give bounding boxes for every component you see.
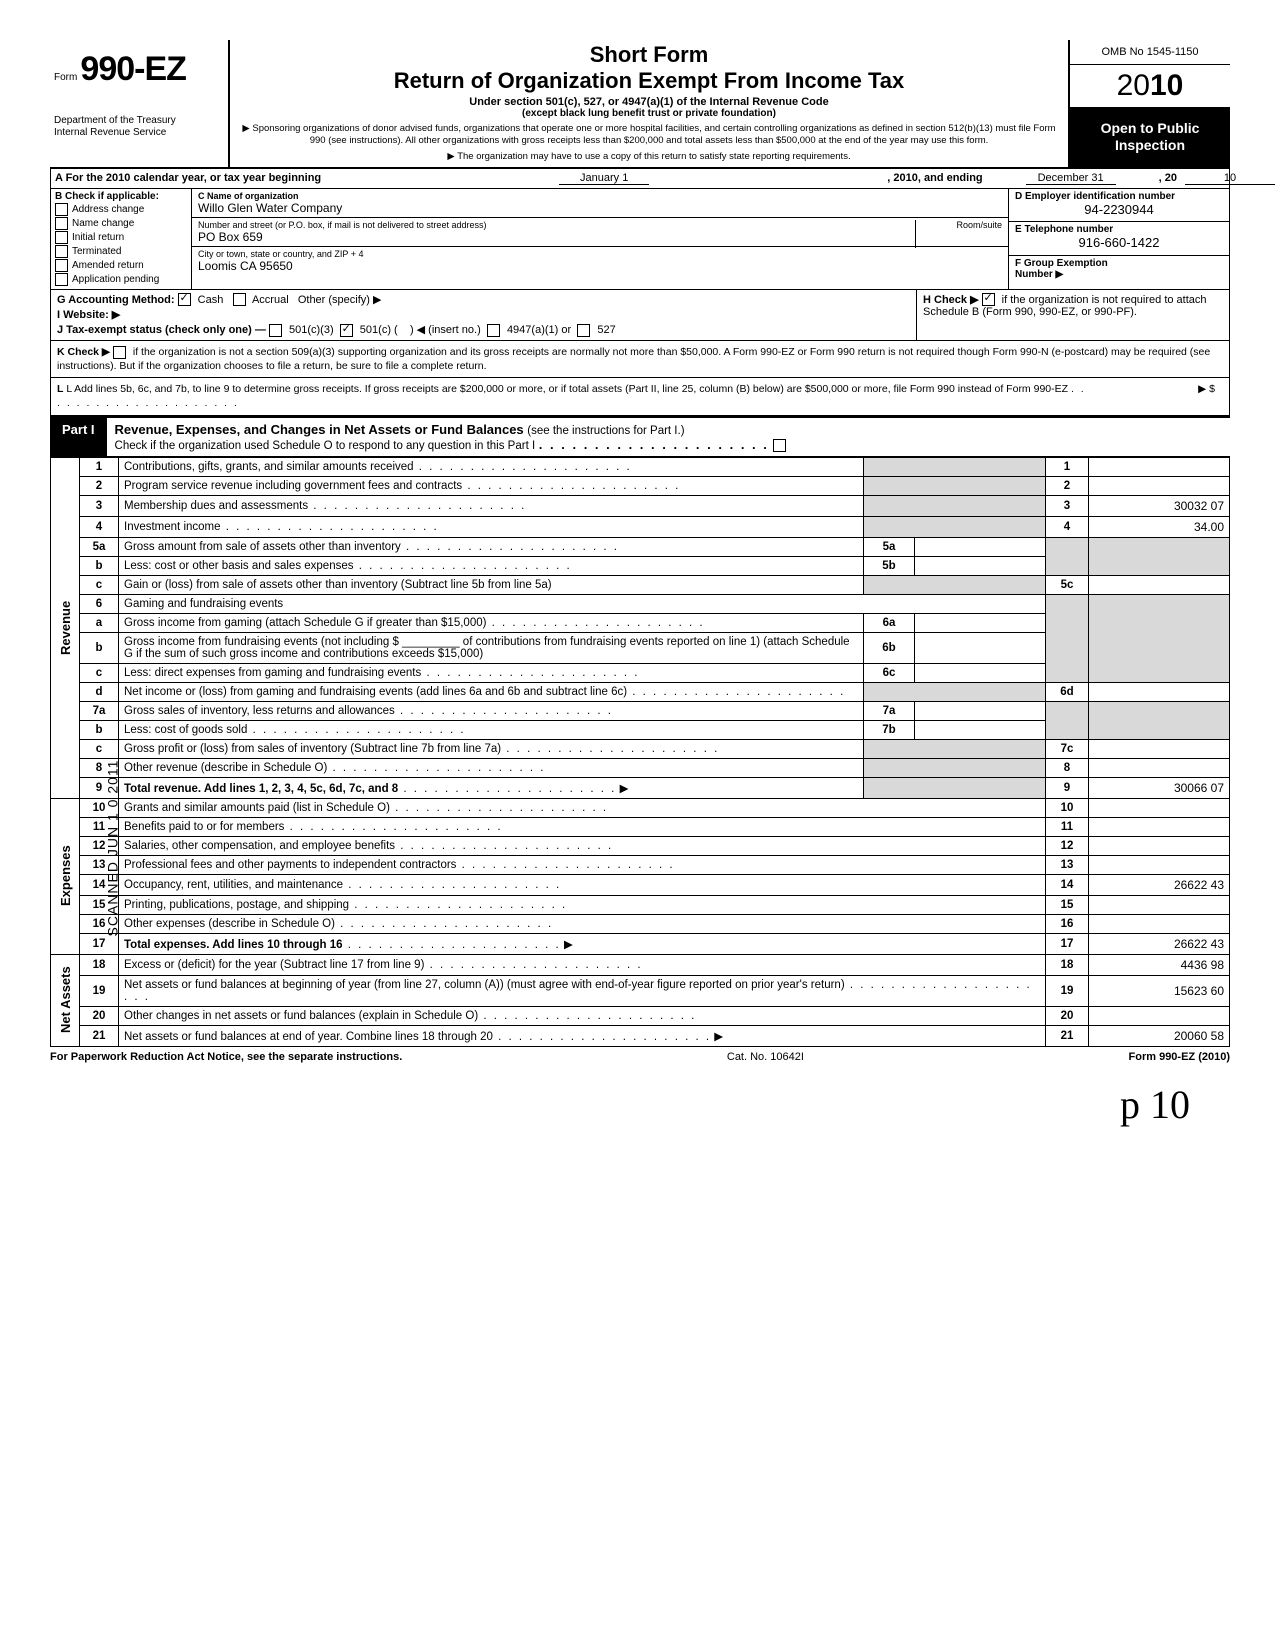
section-e-label: E Telephone number bbox=[1015, 224, 1223, 235]
tax-year-yr: 10 bbox=[1185, 172, 1275, 185]
scanned-stamp: SCANNED JUN 1 0 2011 bbox=[104, 760, 120, 937]
chk-initial-return[interactable]: Initial return bbox=[55, 231, 187, 244]
part-i-sub: Check if the organization used Schedule … bbox=[115, 440, 536, 452]
section-a-mid: , 2010, and ending bbox=[883, 169, 986, 188]
amt-3: 30032 07 bbox=[1089, 495, 1230, 516]
amt-4: 34.00 bbox=[1089, 516, 1230, 537]
footer-cat: Cat. No. 10642I bbox=[727, 1051, 804, 1063]
subtitle-except: (except black lung benefit trust or priv… bbox=[240, 108, 1058, 119]
part-i-tag: Part I bbox=[50, 418, 107, 456]
section-l-arrow: ▶ $ bbox=[1095, 382, 1223, 410]
tax-year-begin: January 1 bbox=[559, 172, 649, 185]
open-public-2: Inspection bbox=[1074, 137, 1226, 155]
section-k-label: K Check ▶ bbox=[57, 346, 110, 358]
dept-treasury: Department of the Treasury bbox=[54, 115, 214, 127]
section-g-label: G Accounting Method: bbox=[57, 294, 175, 306]
phone-value: 916-660-1422 bbox=[1015, 235, 1223, 250]
amt-21: 20060 58 bbox=[1089, 1025, 1230, 1046]
omb-number: OMB No 1545-1150 bbox=[1070, 40, 1230, 65]
other-label: Other (specify) ▶ bbox=[298, 294, 382, 306]
sidebar-expenses: Expenses bbox=[51, 798, 80, 954]
chk-527[interactable] bbox=[577, 324, 590, 337]
sidebar-revenue: Revenue bbox=[51, 457, 80, 798]
amt-14: 26622 43 bbox=[1089, 874, 1230, 895]
short-form-label: Short Form bbox=[240, 42, 1058, 68]
copy-note: The organization may have to use a copy … bbox=[240, 151, 1058, 163]
amt-19: 15623 60 bbox=[1089, 975, 1230, 1006]
chk-application-pending[interactable]: Application pending bbox=[55, 273, 187, 286]
amt-17: 26622 43 bbox=[1089, 933, 1230, 954]
handwritten-initials: p 10 bbox=[50, 1081, 1230, 1128]
footer-right: Form 990-EZ (2010) bbox=[1129, 1051, 1230, 1063]
amt-18: 4436 98 bbox=[1089, 954, 1230, 975]
chk-name-change[interactable]: Name change bbox=[55, 217, 187, 230]
chk-accrual[interactable] bbox=[233, 293, 246, 306]
section-l-text: L Add lines 5b, 6c, and 7b, to line 9 to… bbox=[66, 383, 1068, 395]
section-i-label: I Website: ▶ bbox=[57, 309, 120, 321]
year-prefix: 20 bbox=[1117, 69, 1150, 102]
room-label: Room/suite bbox=[915, 220, 1002, 248]
lines-table: Revenue 1Contributions, gifts, grants, a… bbox=[50, 457, 1230, 1047]
city-label: City or town, state or country, and ZIP … bbox=[198, 249, 1002, 259]
form-header: Form 990-EZ Department of the Treasury I… bbox=[50, 40, 1230, 169]
part-i-paren: (see the instructions for Part I.) bbox=[527, 425, 684, 437]
chk-501c[interactable] bbox=[340, 324, 353, 337]
amt-9: 30066 07 bbox=[1089, 777, 1230, 798]
chk-address-change[interactable]: Address change bbox=[55, 203, 187, 216]
chk-4947[interactable] bbox=[487, 324, 500, 337]
ein-value: 94-2230944 bbox=[1015, 202, 1223, 217]
section-k-text: if the organization is not a section 509… bbox=[57, 346, 1210, 372]
section-f-label2: Number ▶ bbox=[1015, 269, 1063, 280]
chk-amended-return[interactable]: Amended return bbox=[55, 259, 187, 272]
chk-schedule-b[interactable] bbox=[982, 293, 995, 306]
section-a-label: A For the 2010 calendar year, or tax yea… bbox=[51, 169, 325, 188]
sponsoring-note: Sponsoring organizations of donor advise… bbox=[240, 123, 1058, 147]
org-name: Willo Glen Water Company bbox=[198, 201, 1002, 215]
city-value: Loomis CA 95650 bbox=[198, 259, 1002, 273]
section-j-label: J Tax-exempt status (check only one) — bbox=[57, 324, 266, 336]
street-value: PO Box 659 bbox=[198, 230, 1002, 244]
dept-irs: Internal Revenue Service bbox=[54, 127, 214, 139]
form-number: 990-EZ bbox=[80, 50, 186, 88]
open-public-1: Open to Public bbox=[1074, 120, 1226, 138]
tax-year-end: December 31 bbox=[1026, 172, 1116, 185]
chk-schedule-o[interactable] bbox=[773, 439, 786, 452]
chk-k[interactable] bbox=[113, 346, 126, 359]
sidebar-netassets: Net Assets bbox=[51, 954, 80, 1046]
section-a-yrlabel: , 20 bbox=[1155, 169, 1181, 188]
year-bold: 10 bbox=[1150, 69, 1183, 102]
cash-label: Cash bbox=[198, 294, 224, 306]
section-d-label: D Employer identification number bbox=[1015, 191, 1223, 202]
chk-501c3[interactable] bbox=[269, 324, 282, 337]
chk-terminated[interactable]: Terminated bbox=[55, 245, 187, 258]
footer-left: For Paperwork Reduction Act Notice, see … bbox=[50, 1051, 402, 1063]
section-b-label: B Check if applicable: bbox=[55, 191, 187, 202]
form-prefix: Form bbox=[54, 72, 77, 83]
street-label: Number and street (or P.O. box, if mail … bbox=[198, 220, 1002, 230]
accrual-label: Accrual bbox=[252, 294, 289, 306]
chk-cash[interactable] bbox=[178, 293, 191, 306]
subtitle-code: Under section 501(c), 527, or 4947(a)(1)… bbox=[240, 96, 1058, 108]
return-title: Return of Organization Exempt From Incom… bbox=[240, 68, 1058, 94]
part-i-title: Revenue, Expenses, and Changes in Net As… bbox=[115, 422, 524, 437]
section-h-label: H Check ▶ bbox=[923, 294, 979, 306]
section-f-label: F Group Exemption bbox=[1015, 258, 1108, 269]
section-c-label: C Name of organization bbox=[198, 191, 1002, 201]
